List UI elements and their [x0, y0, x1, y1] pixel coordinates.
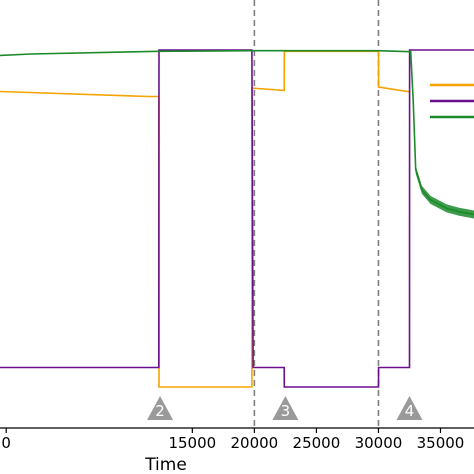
data-series-layer	[0, 49, 474, 388]
phase-marker-label-1: 2	[155, 402, 165, 420]
x-axis-label: Time	[144, 455, 187, 474]
phase-marker-label-2: 3	[281, 402, 291, 420]
x-axis-ticks: 0 15000 20000 25000 30000 35000	[1, 428, 464, 452]
x-tick-label-6: 35000	[417, 434, 465, 452]
x-tick-label-1: 0	[1, 434, 11, 452]
series-line-1	[0, 50, 410, 388]
legend	[430, 83, 474, 119]
series-line-3	[0, 49, 474, 216]
x-tick-label-5: 30000	[355, 434, 403, 452]
phase-marker-label-3: 4	[405, 402, 415, 420]
x-tick-label-2: 15000	[168, 434, 216, 452]
series-line-2	[0, 49, 474, 388]
series-3-noise-band	[415, 165, 474, 219]
phase-marker-triangle-3	[396, 396, 423, 420]
phase-marker-triangle-2	[272, 396, 299, 420]
phase-marker-triangle-1	[147, 396, 174, 420]
phase-boundary-lines	[253, 0, 380, 428]
x-tick-label-4: 25000	[293, 434, 341, 452]
phase-markers: 2 3 4	[147, 396, 423, 420]
x-tick-label-3: 20000	[231, 434, 279, 452]
